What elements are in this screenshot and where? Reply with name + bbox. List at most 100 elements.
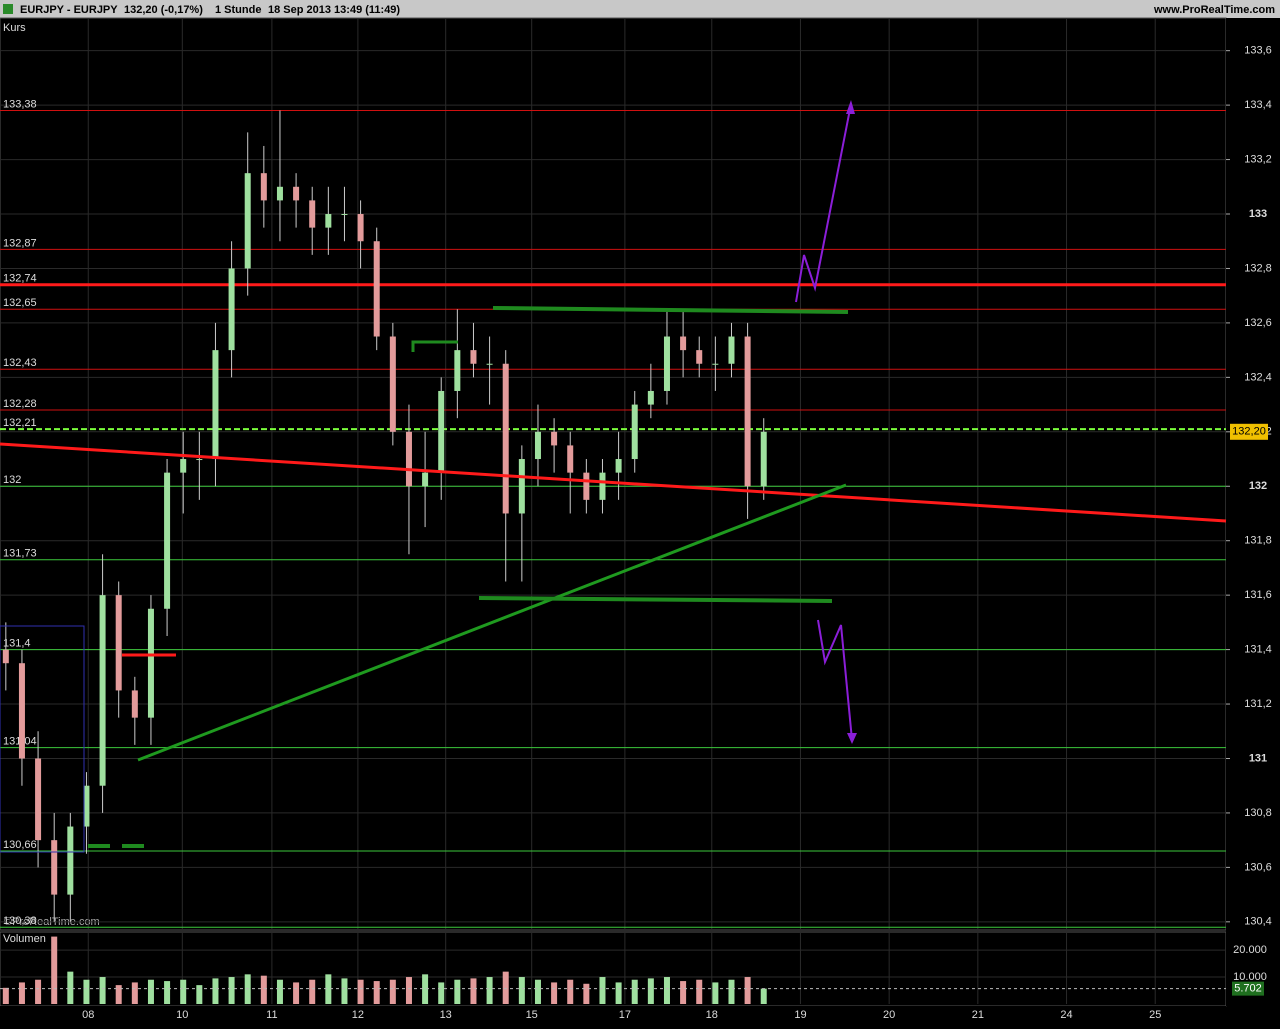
- candle-body: [389, 336, 396, 432]
- volume-bar: [196, 985, 203, 1004]
- volume-bar: [276, 979, 283, 1004]
- candle-body: [244, 173, 251, 269]
- candle-body: [196, 459, 203, 461]
- volume: [0, 936, 1226, 1004]
- level-label: 132: [3, 474, 21, 486]
- y-tick-label: 131: [1249, 752, 1267, 764]
- volume-bar: [615, 982, 622, 1004]
- y-tick-label: 133: [1249, 208, 1267, 220]
- marker-line: [411, 340, 458, 352]
- volume-bar: [454, 979, 461, 1004]
- candle-body: [647, 390, 654, 405]
- volume-bar: [551, 982, 558, 1004]
- candle-body: [518, 459, 525, 514]
- candle-body: [83, 785, 90, 827]
- level-label: 132,87: [3, 237, 37, 249]
- candle-body: [696, 350, 703, 364]
- candle-body: [260, 173, 267, 201]
- volume-label: Volumen: [3, 933, 46, 945]
- x-tick-label: 25: [1149, 1009, 1161, 1021]
- volume-bar: [180, 979, 187, 1004]
- candle-body: [51, 840, 58, 895]
- volume-bar: [115, 985, 122, 1004]
- title-bar: [0, 0, 1280, 18]
- trend-line: [492, 306, 849, 314]
- candle-body: [357, 214, 364, 242]
- axis-panel: [1226, 18, 1280, 1006]
- datetime: 18 Sep 2013 13:49 (11:49): [268, 4, 400, 16]
- vol-tag-label: 5.702: [1234, 983, 1262, 995]
- volume-bar: [647, 978, 654, 1004]
- volume-bar: [712, 982, 719, 1004]
- level-label: 132,21: [3, 417, 37, 429]
- volume-bar: [728, 979, 735, 1004]
- candle-body: [2, 649, 9, 664]
- candle-body: [663, 336, 670, 391]
- volume-bar: [67, 971, 74, 1004]
- trend-line: [137, 483, 847, 762]
- volume-bar: [18, 982, 25, 1004]
- volume-bar: [405, 977, 412, 1004]
- volume-bar: [470, 978, 477, 1004]
- volume-bar: [486, 977, 493, 1004]
- candle-body: [147, 608, 154, 718]
- volume-bar: [357, 979, 364, 1004]
- candle-body: [454, 350, 461, 391]
- volume-bar: [309, 979, 316, 1004]
- level-label: 132,65: [3, 297, 37, 309]
- candle-body: [212, 350, 219, 460]
- candle-body: [438, 390, 445, 473]
- y-tick-label: 131,4: [1244, 644, 1272, 656]
- candle-body: [276, 186, 283, 201]
- x-tick-label: 19: [794, 1009, 806, 1021]
- volume-bar: [760, 988, 767, 1004]
- volume-bar: [696, 979, 703, 1004]
- candle-body: [760, 431, 767, 487]
- x-tick-label: 15: [526, 1009, 538, 1021]
- volume-bar: [341, 978, 348, 1004]
- vol-tick-label: 10.000: [1233, 971, 1267, 983]
- volume-panel: [0, 931, 1227, 1007]
- drawings: [0, 100, 1227, 853]
- candle-body: [99, 595, 106, 786]
- y-tick-label: 132: [1249, 480, 1267, 492]
- candle-body: [567, 445, 574, 473]
- volume-bar: [99, 977, 106, 1004]
- arrow-down: [817, 619, 853, 741]
- y-tick-label: 130,4: [1244, 916, 1272, 928]
- vol-tag: [1232, 981, 1264, 996]
- y-tick-label: 133,2: [1244, 153, 1272, 165]
- candle-body: [486, 363, 493, 365]
- candle-body: [67, 826, 74, 895]
- x-tick-label: 13: [440, 1009, 452, 1021]
- candle-body: [470, 350, 477, 364]
- candle-body: [551, 431, 558, 446]
- volume-bar: [293, 982, 300, 1004]
- price-tag: [1230, 423, 1268, 440]
- volume-bar: [147, 979, 154, 1004]
- x-tick-label: 08: [82, 1009, 94, 1021]
- arrow-head: [847, 733, 857, 744]
- candle-body: [615, 459, 622, 473]
- level-label: 132,74: [3, 273, 37, 285]
- title: EURJPY - EURJPY: [20, 4, 118, 16]
- volume-bar: [518, 977, 525, 1004]
- x-tick-label: 10: [176, 1009, 188, 1021]
- volume-bar: [373, 981, 380, 1004]
- candle-body: [405, 431, 412, 487]
- volume-bar: [744, 977, 751, 1004]
- volume-bar: [631, 979, 638, 1004]
- x-tick-label: 11: [266, 1009, 277, 1021]
- volume-bar: [325, 974, 332, 1004]
- volume-bar: [567, 979, 574, 1004]
- vol-tick-label: 20.000: [1233, 944, 1267, 956]
- volume-bar: [583, 983, 590, 1004]
- level-label: 130,38: [3, 915, 37, 927]
- y-tick-label: 132,8: [1244, 262, 1272, 274]
- x-axis-panel: [0, 1006, 1226, 1024]
- level-label: 132,28: [3, 398, 37, 410]
- candle-body: [728, 336, 735, 364]
- volume-bar: [422, 974, 429, 1004]
- candle-body: [744, 336, 751, 487]
